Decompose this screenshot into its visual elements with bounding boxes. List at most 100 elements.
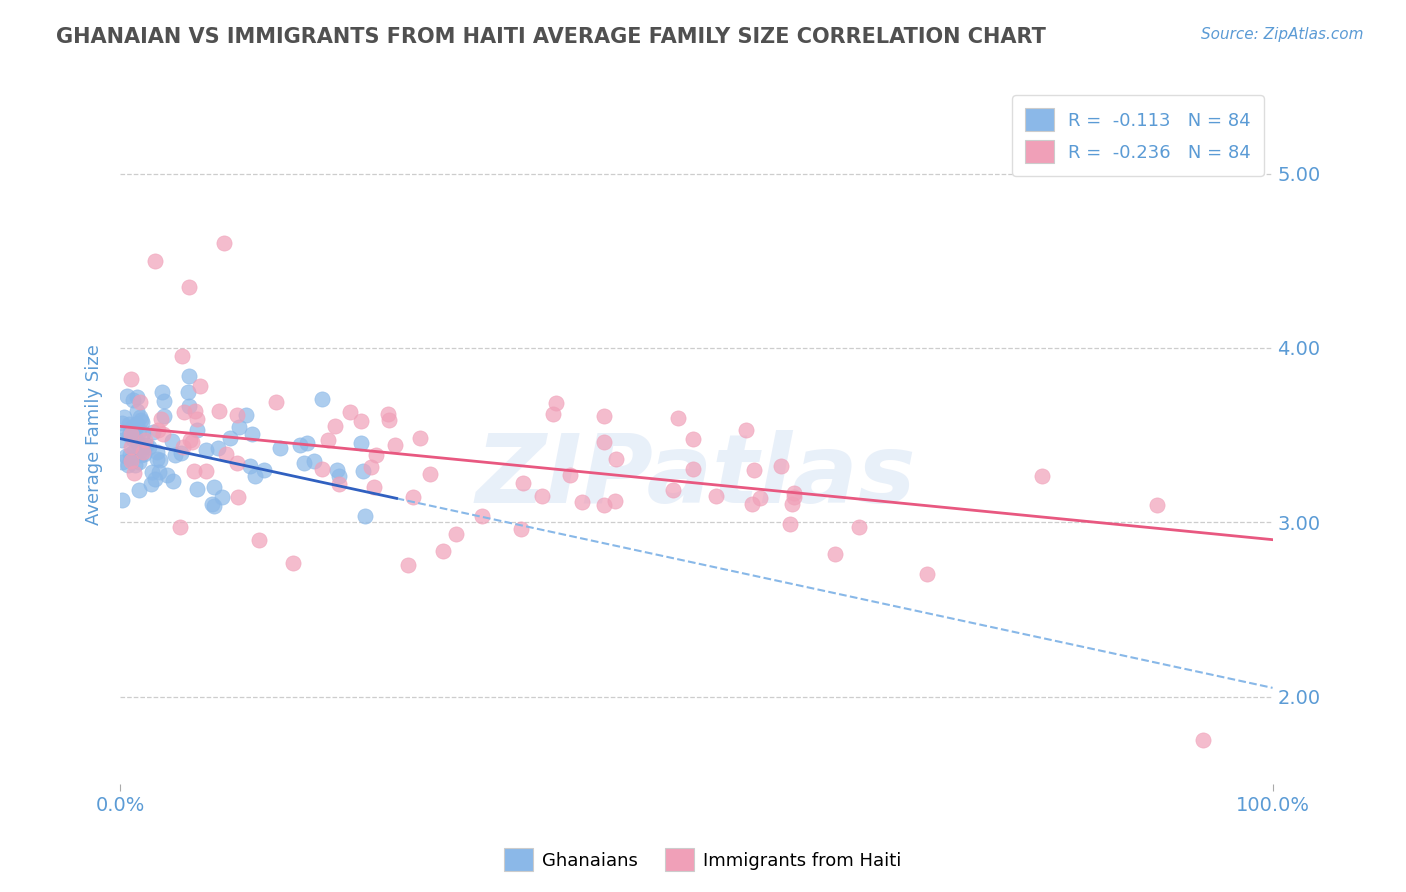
Point <box>1031 468 1053 483</box>
Point <box>134 433 156 447</box>
Point <box>328 476 350 491</box>
Point <box>384 438 406 452</box>
Point <box>363 480 385 494</box>
Point <box>783 490 806 504</box>
Point <box>112 409 135 424</box>
Point <box>179 280 201 294</box>
Point <box>181 435 204 450</box>
Point <box>149 453 172 467</box>
Point <box>162 475 184 489</box>
Point <box>183 464 205 478</box>
Point <box>779 516 801 531</box>
Legend: R =  -0.113   N = 84, R =  -0.236   N = 84: R = -0.113 N = 84, R = -0.236 N = 84 <box>1012 95 1264 176</box>
Point <box>682 461 704 475</box>
Point <box>202 480 225 494</box>
Point <box>295 436 318 450</box>
Point <box>226 490 249 504</box>
Point <box>195 443 218 458</box>
Point <box>214 447 236 461</box>
Point <box>1146 498 1168 512</box>
Point <box>510 522 533 536</box>
Point <box>142 425 165 440</box>
Point <box>111 416 134 430</box>
Point <box>741 497 763 511</box>
Point <box>132 445 155 459</box>
Point <box>169 519 191 533</box>
Point <box>143 253 166 268</box>
Point <box>132 440 155 454</box>
Point <box>121 454 143 468</box>
Point <box>152 427 174 442</box>
Point <box>172 349 194 363</box>
Point <box>769 458 792 473</box>
Point <box>666 410 689 425</box>
Point <box>156 467 179 482</box>
Point <box>350 436 373 450</box>
Point <box>128 483 150 497</box>
Point <box>132 426 155 441</box>
Point <box>131 449 153 463</box>
Point <box>138 441 160 455</box>
Point <box>323 418 346 433</box>
Point <box>541 407 564 421</box>
Point <box>408 431 430 445</box>
Point <box>662 483 685 497</box>
Point <box>188 379 211 393</box>
Point <box>202 499 225 513</box>
Point <box>186 482 208 496</box>
Point <box>240 427 263 442</box>
Point <box>824 547 846 561</box>
Point <box>121 372 143 386</box>
Point <box>328 469 350 483</box>
Point <box>127 425 149 440</box>
Text: Source: ZipAtlas.com: Source: ZipAtlas.com <box>1201 27 1364 42</box>
Point <box>915 566 938 581</box>
Point <box>377 407 399 421</box>
Point <box>264 394 287 409</box>
Point <box>179 434 201 448</box>
Point <box>1192 733 1215 747</box>
Point <box>339 405 361 419</box>
Point <box>195 464 218 478</box>
Point <box>269 442 291 456</box>
Point <box>152 393 174 408</box>
Point <box>360 460 382 475</box>
Point <box>402 490 425 504</box>
Point <box>593 434 616 449</box>
Point <box>432 543 454 558</box>
Point <box>253 463 276 477</box>
Point <box>558 467 581 482</box>
Point <box>748 491 770 506</box>
Point <box>172 440 194 454</box>
Point <box>127 437 149 451</box>
Point <box>396 558 419 572</box>
Point <box>148 423 170 437</box>
Point <box>170 445 193 459</box>
Point <box>121 427 143 442</box>
Point <box>281 556 304 570</box>
Point <box>122 392 145 407</box>
Point <box>571 495 593 509</box>
Point <box>115 425 138 439</box>
Point <box>419 467 441 482</box>
Point <box>186 412 208 426</box>
Point <box>114 450 136 464</box>
Point <box>239 458 262 473</box>
Point <box>704 489 727 503</box>
Point <box>243 468 266 483</box>
Point <box>201 497 224 511</box>
Point <box>149 412 172 426</box>
Point <box>143 472 166 486</box>
Point <box>742 462 765 476</box>
Point <box>163 448 186 462</box>
Point <box>115 389 138 403</box>
Legend: Ghanaians, Immigrants from Haiti: Ghanaians, Immigrants from Haiti <box>498 841 908 879</box>
Point <box>111 492 134 507</box>
Text: GHANAIAN VS IMMIGRANTS FROM HAITI AVERAGE FAMILY SIZE CORRELATION CHART: GHANAIAN VS IMMIGRANTS FROM HAITI AVERAG… <box>56 27 1046 46</box>
Point <box>352 464 374 478</box>
Point <box>444 527 467 541</box>
Point <box>290 438 312 452</box>
Y-axis label: Average Family Size: Average Family Size <box>86 344 103 525</box>
Point <box>177 384 200 399</box>
Point <box>780 497 803 511</box>
